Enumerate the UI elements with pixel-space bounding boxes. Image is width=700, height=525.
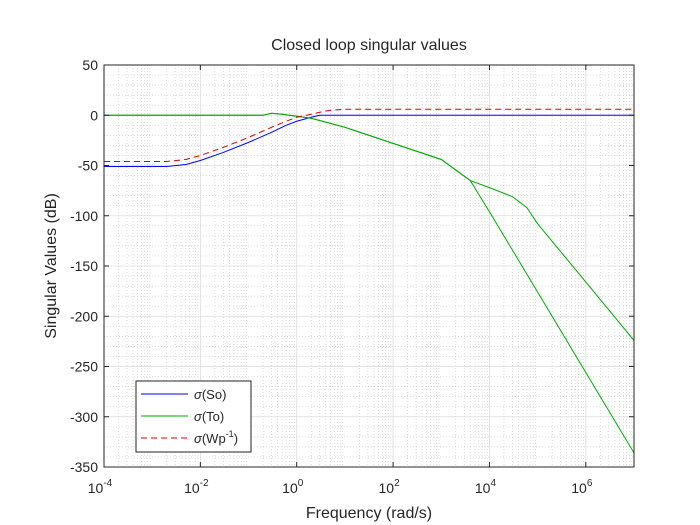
x-tick-label: 104: [475, 478, 497, 496]
y-tick-label: -50: [78, 158, 98, 174]
y-tick-label: -250: [70, 359, 98, 375]
x-axis-label: Frequency (rad/s): [306, 505, 432, 522]
legend-label-2: σ(Wp-1): [194, 429, 238, 446]
y-tick-label: -200: [70, 308, 98, 324]
series-0-line-0: [104, 114, 634, 167]
series-1-line-1: [104, 112, 634, 341]
x-tick-label: 102: [379, 478, 401, 496]
x-tick-label: 10-2: [184, 478, 209, 496]
chart-title: Closed loop singular values: [271, 37, 467, 54]
x-tick-label: 100: [282, 478, 304, 496]
x-tick-labels: 10-4 10-2 100 102 104 106: [88, 478, 593, 496]
series-layer: [104, 108, 634, 454]
y-axis-label: Singular Values (dB): [43, 193, 60, 339]
y-tick-labels: 50 0 -50 -100 -150 -200 -250 -300 -350: [70, 57, 98, 475]
y-tick-label: 50: [82, 57, 98, 73]
legend-label-0: σ(So): [194, 387, 226, 402]
y-tick-label: 0: [90, 107, 98, 123]
y-tick-label: -350: [70, 459, 98, 475]
y-tick-label: -150: [70, 258, 98, 274]
tick-marks: [103, 64, 634, 468]
legend-label-1: σ(To): [194, 409, 224, 424]
series-2-line-0: [104, 108, 634, 162]
x-tick-label: 106: [571, 478, 593, 496]
y-tick-label: -100: [70, 208, 98, 224]
x-tick-label: 10-4: [88, 478, 113, 496]
y-tick-label: -300: [70, 409, 98, 425]
legend: σ(So) σ(To) σ(Wp-1): [135, 380, 252, 453]
